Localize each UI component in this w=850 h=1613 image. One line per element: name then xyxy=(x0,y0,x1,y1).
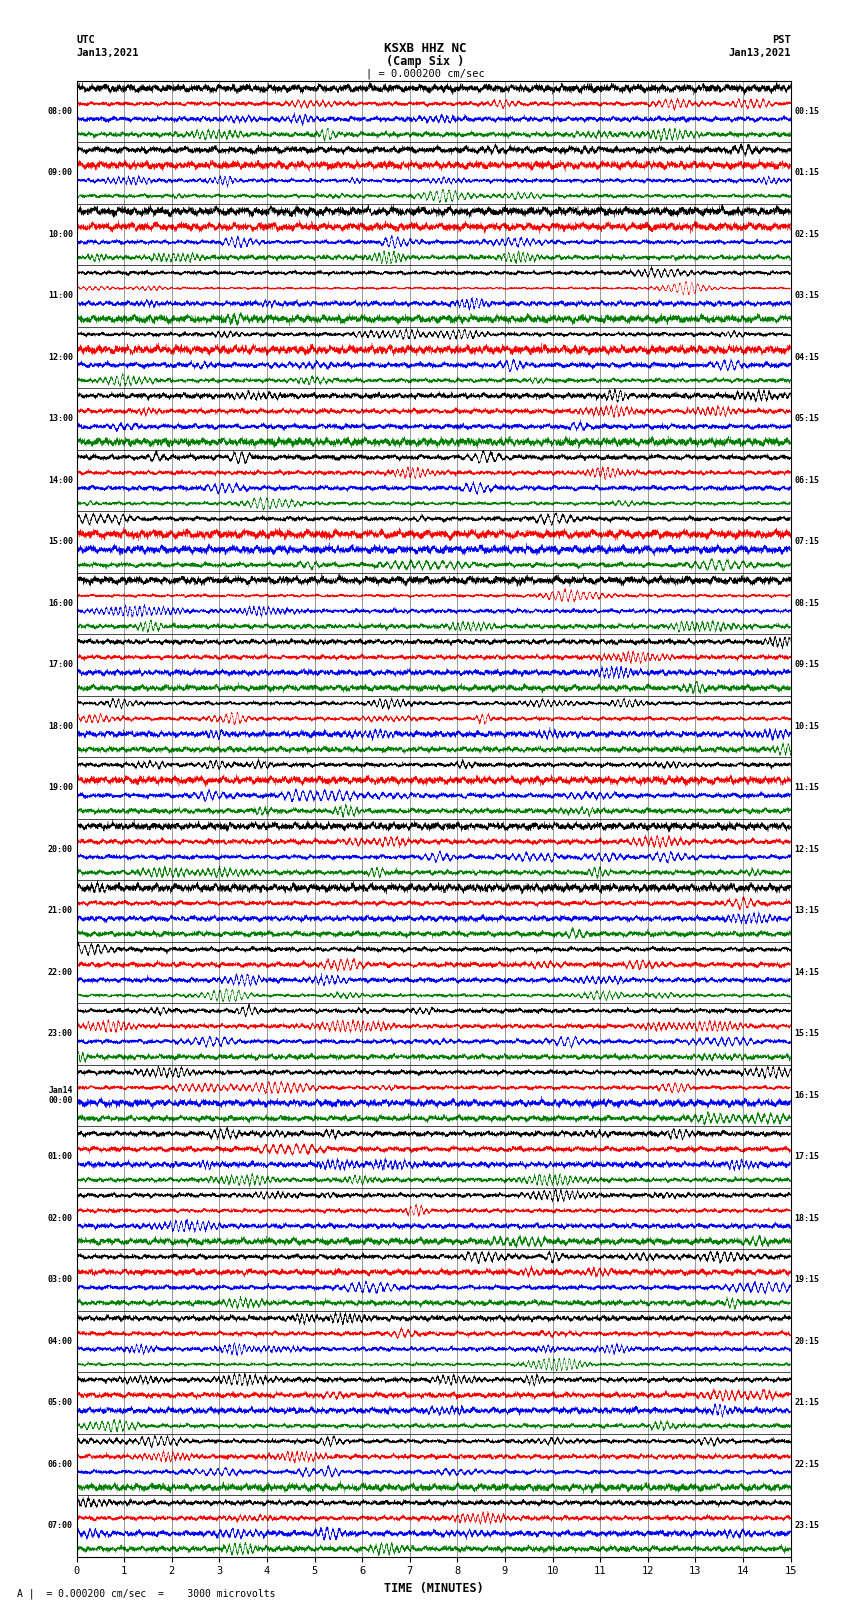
Text: 14:15: 14:15 xyxy=(794,968,819,977)
Text: 21:00: 21:00 xyxy=(48,907,73,915)
Text: 11:00: 11:00 xyxy=(48,292,73,300)
Text: UTC: UTC xyxy=(76,35,95,45)
Text: 13:00: 13:00 xyxy=(48,415,73,423)
Text: 07:00: 07:00 xyxy=(48,1521,73,1531)
Text: (Camp Six ): (Camp Six ) xyxy=(386,55,464,68)
Text: 17:15: 17:15 xyxy=(794,1152,819,1161)
Text: PST: PST xyxy=(772,35,791,45)
Text: 06:15: 06:15 xyxy=(794,476,819,486)
Text: 15:15: 15:15 xyxy=(794,1029,819,1039)
Text: 09:00: 09:00 xyxy=(48,168,73,177)
Text: | = 0.000200 cm/sec: | = 0.000200 cm/sec xyxy=(366,69,484,79)
Text: 20:00: 20:00 xyxy=(48,845,73,853)
Text: 05:15: 05:15 xyxy=(794,415,819,423)
Text: 09:15: 09:15 xyxy=(794,660,819,669)
Text: 21:15: 21:15 xyxy=(794,1398,819,1407)
Text: 02:15: 02:15 xyxy=(794,231,819,239)
Text: 08:00: 08:00 xyxy=(48,106,73,116)
Text: 19:00: 19:00 xyxy=(48,784,73,792)
Text: 07:15: 07:15 xyxy=(794,537,819,547)
Text: 10:00: 10:00 xyxy=(48,231,73,239)
Text: 13:15: 13:15 xyxy=(794,907,819,915)
Text: 10:15: 10:15 xyxy=(794,723,819,731)
Text: 06:00: 06:00 xyxy=(48,1460,73,1469)
Text: 01:15: 01:15 xyxy=(794,168,819,177)
Text: Jan14
00:00: Jan14 00:00 xyxy=(48,1086,73,1105)
Text: 03:15: 03:15 xyxy=(794,292,819,300)
Text: 12:15: 12:15 xyxy=(794,845,819,853)
Text: 00:15: 00:15 xyxy=(794,106,819,116)
Text: 17:00: 17:00 xyxy=(48,660,73,669)
Text: 16:00: 16:00 xyxy=(48,598,73,608)
Text: 11:15: 11:15 xyxy=(794,784,819,792)
Text: 18:15: 18:15 xyxy=(794,1215,819,1223)
Text: Jan13,2021: Jan13,2021 xyxy=(728,48,791,58)
Text: 04:00: 04:00 xyxy=(48,1337,73,1345)
Text: 22:15: 22:15 xyxy=(794,1460,819,1469)
Text: Jan13,2021: Jan13,2021 xyxy=(76,48,139,58)
Text: 01:00: 01:00 xyxy=(48,1152,73,1161)
Text: 19:15: 19:15 xyxy=(794,1276,819,1284)
Text: 22:00: 22:00 xyxy=(48,968,73,977)
Text: KSXB HHZ NC: KSXB HHZ NC xyxy=(383,42,467,55)
Text: 04:15: 04:15 xyxy=(794,353,819,361)
Text: 23:15: 23:15 xyxy=(794,1521,819,1531)
Text: 23:00: 23:00 xyxy=(48,1029,73,1039)
Text: A |  = 0.000200 cm/sec  =    3000 microvolts: A | = 0.000200 cm/sec = 3000 microvolts xyxy=(17,1589,275,1598)
Text: 16:15: 16:15 xyxy=(794,1090,819,1100)
Text: 05:00: 05:00 xyxy=(48,1398,73,1407)
Text: 03:00: 03:00 xyxy=(48,1276,73,1284)
Text: 12:00: 12:00 xyxy=(48,353,73,361)
Text: 14:00: 14:00 xyxy=(48,476,73,486)
Text: 15:00: 15:00 xyxy=(48,537,73,547)
Text: 02:00: 02:00 xyxy=(48,1215,73,1223)
Text: 18:00: 18:00 xyxy=(48,723,73,731)
Text: 20:15: 20:15 xyxy=(794,1337,819,1345)
X-axis label: TIME (MINUTES): TIME (MINUTES) xyxy=(383,1582,484,1595)
Text: 08:15: 08:15 xyxy=(794,598,819,608)
